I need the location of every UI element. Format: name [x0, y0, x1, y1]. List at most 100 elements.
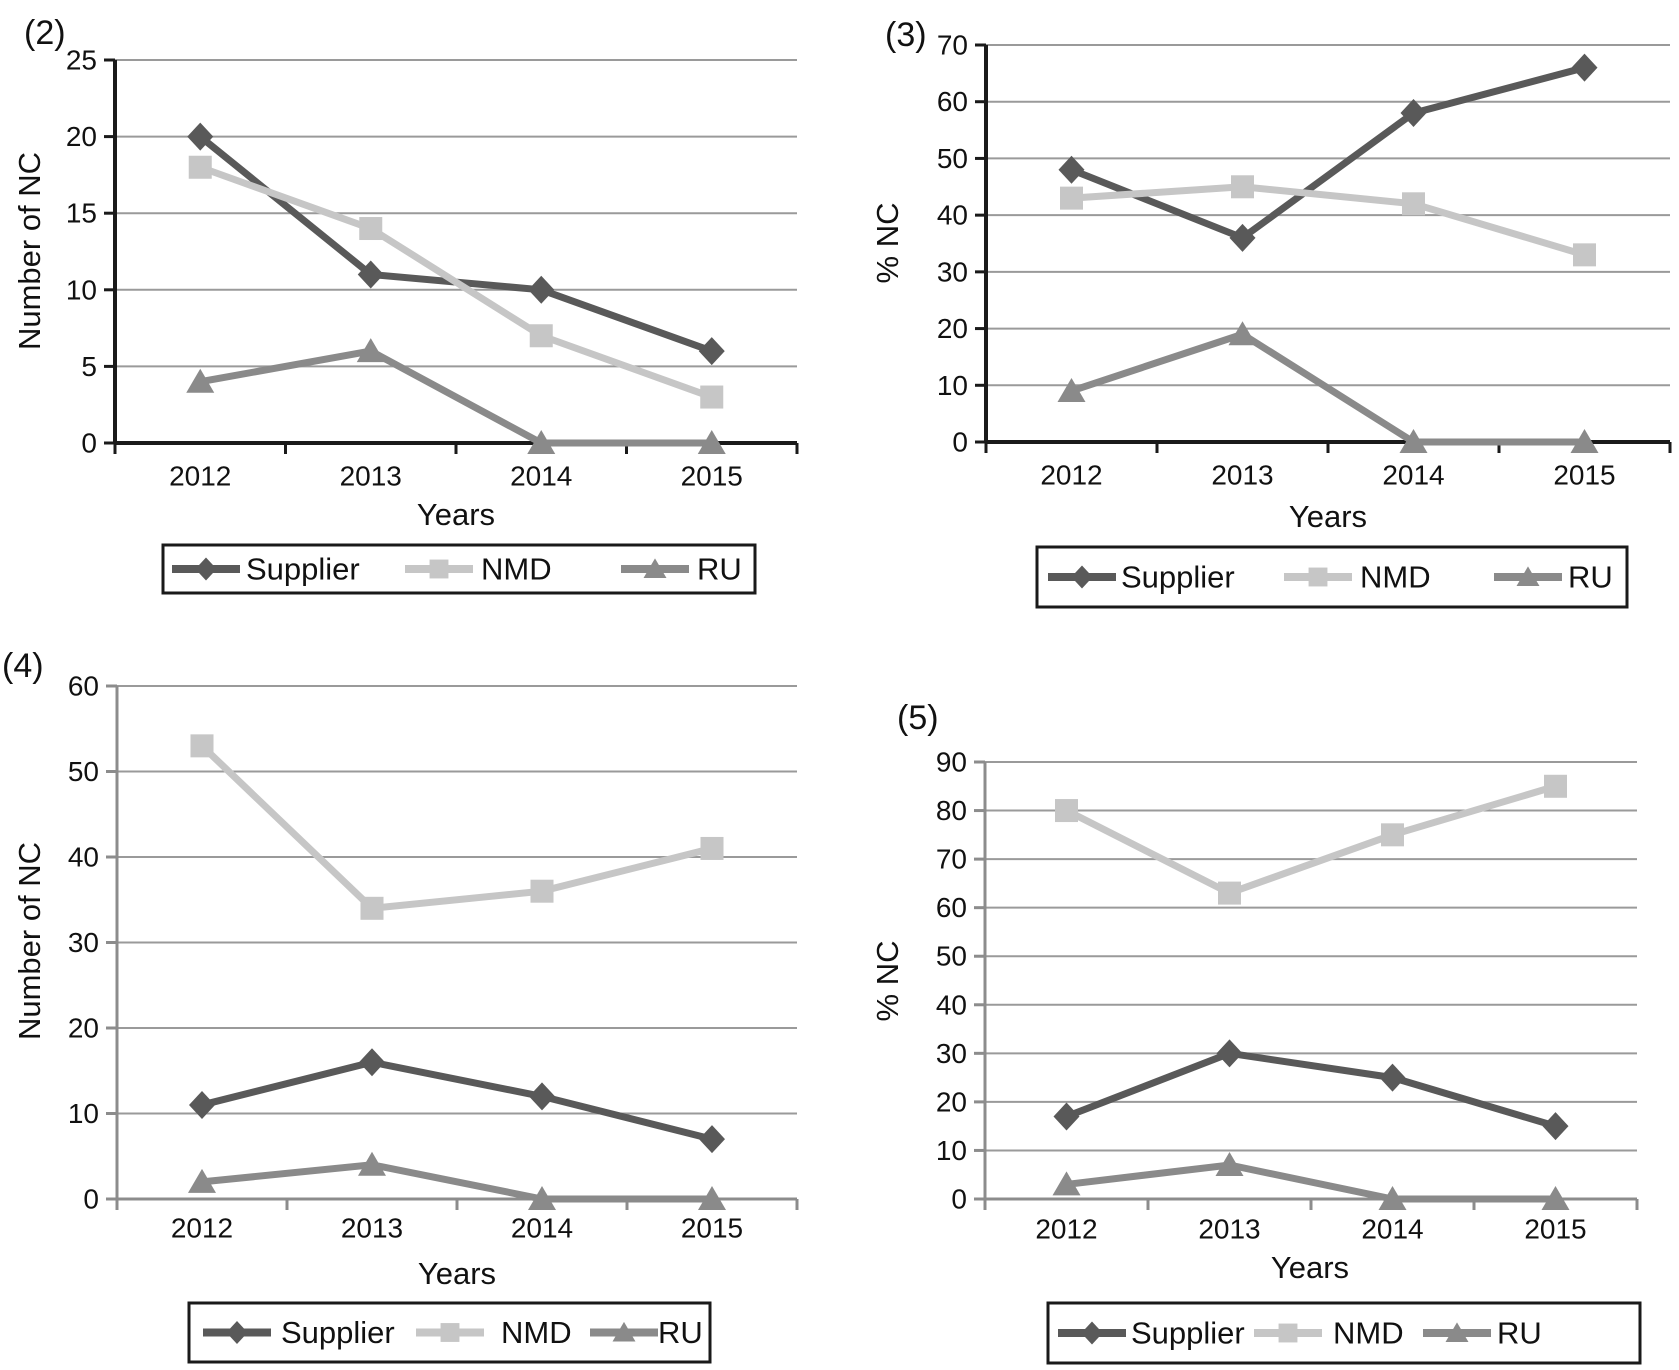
series-line-nmd [199, 743, 713, 912]
y-axis-title: % NC [870, 941, 905, 1022]
y-tick-label: 80 [936, 795, 967, 826]
y-tick-label: 0 [81, 428, 97, 459]
y-tick-label: 50 [937, 143, 968, 174]
legend-label-nmd: NMD [501, 1315, 572, 1350]
series-marker-supplier [1542, 1112, 1569, 1141]
series-marker-supplier [189, 1090, 215, 1119]
series-marker-ru [358, 1151, 386, 1176]
series-marker-supplier [698, 337, 725, 366]
y-tick-label: 60 [68, 671, 99, 702]
legend-label-ru: RU [1568, 560, 1613, 595]
x-tick-label: 2015 [1524, 1214, 1586, 1245]
series-marker-supplier [357, 260, 384, 289]
y-tick-label: 30 [936, 1038, 967, 1069]
series-marker-supplier [699, 1125, 725, 1154]
series-marker-ru [1057, 377, 1086, 402]
series-marker-nmd [188, 155, 212, 179]
series-marker-supplier [1053, 1102, 1080, 1131]
series-marker-supplier [187, 122, 214, 151]
panel-label: (5) [897, 699, 939, 737]
series-marker-supplier [1216, 1039, 1243, 1068]
series-marker-supplier [359, 1048, 385, 1077]
y-tick-label: 20 [937, 313, 968, 344]
legend-label-ru: RU [697, 552, 742, 587]
legend-box [1046, 1301, 1642, 1365]
series-marker-ru [1228, 321, 1257, 346]
y-tick-label: 10 [937, 370, 968, 401]
legend-marker-nmd [440, 1323, 460, 1342]
x-axis-title: Years [1271, 1250, 1349, 1285]
y-tick-label: 0 [951, 1184, 967, 1215]
y-tick-label: 60 [936, 892, 967, 923]
y-tick-label: 0 [83, 1184, 99, 1215]
series-marker-nmd [1055, 799, 1078, 823]
x-tick-label: 2012 [1035, 1214, 1097, 1245]
series-line-ru [201, 1161, 712, 1203]
legend-label-ru: RU [658, 1315, 703, 1350]
legend-marker-supplier [195, 557, 217, 581]
chart-panel-2: 0 5 10 15 20 25 2012 2013 2014 2015 (2) Number of N… [12, 14, 799, 595]
series-marker-supplier [1400, 99, 1427, 128]
y-tick-label: 50 [936, 941, 967, 972]
series-marker-supplier [528, 275, 555, 304]
series-line-ru [1066, 1161, 1556, 1203]
legend-marker-nmd [429, 559, 449, 579]
y-tick-label: 40 [68, 842, 99, 873]
series-line-supplier [198, 133, 713, 355]
series-marker-supplier [529, 1082, 555, 1111]
x-tick-label: 2014 [511, 1213, 573, 1244]
legend-marker-supplier [226, 1321, 248, 1344]
series-marker-nmd [1218, 881, 1241, 905]
series-marker-nmd [1231, 175, 1254, 199]
legend-marker-ru [1445, 1322, 1469, 1343]
legend-marker-nmd [1308, 567, 1328, 587]
legend-marker-supplier [1071, 565, 1093, 589]
x-tick-label: 2013 [1198, 1214, 1260, 1245]
y-tick-label: 40 [937, 200, 968, 231]
legend-marker-supplier [1081, 1321, 1103, 1345]
legend-label-ru: RU [1497, 1316, 1542, 1351]
series-marker-ru [1215, 1152, 1244, 1177]
series-marker-ru [698, 1186, 726, 1210]
series-line-ru [199, 347, 712, 447]
series-marker-nmd [1402, 192, 1425, 216]
legend-label-supplier: Supplier [1131, 1316, 1245, 1351]
legend-marker-ru [1516, 566, 1540, 587]
x-tick-label: 2013 [341, 1213, 403, 1244]
series-marker-ru [356, 338, 385, 363]
series-marker-supplier [1571, 53, 1598, 82]
y-tick-label: 0 [952, 427, 968, 458]
y-tick-label: 70 [937, 30, 968, 61]
x-tick-label: 2014 [510, 461, 572, 492]
series-marker-ru [1399, 429, 1428, 453]
y-tick-label: 60 [937, 86, 968, 117]
series-marker-ru [527, 430, 556, 454]
series-marker-supplier [1058, 155, 1085, 184]
chart-panel-3: 0 10 20 30 40 50 60 70 2012 2013 2014 2015 (3) % NC Ye… [870, 16, 1672, 609]
y-tick-label: 10 [936, 1135, 967, 1166]
series-line-nmd [199, 163, 713, 401]
series-line-nmd [1064, 782, 1557, 897]
panel-label: (4) [2, 647, 44, 685]
series-marker-nmd [1544, 774, 1567, 798]
y-tick-label: 90 [936, 747, 967, 778]
panel-label: (2) [24, 14, 66, 52]
series-marker-ru [1541, 1186, 1570, 1210]
y-tick-label: 50 [68, 756, 99, 787]
x-axis-title: Years [1289, 499, 1367, 534]
y-axis-title: Number of NC [12, 152, 47, 350]
series-marker-nmd [700, 385, 724, 409]
series-marker-nmd [1573, 243, 1596, 267]
x-tick-label: 2015 [681, 461, 743, 492]
series-marker-nmd [1381, 823, 1404, 847]
series-line-ru [1070, 330, 1585, 446]
x-tick-label: 2012 [169, 461, 231, 492]
y-tick-label: 30 [68, 927, 99, 958]
series-marker-ru [528, 1186, 556, 1210]
series-line-supplier [1065, 1049, 1557, 1130]
series-marker-nmd [529, 324, 553, 348]
chart-panel-5: 0 10 20 30 40 50 60 70 80 90 2012 2013 2014 2015 (5) % … [870, 699, 1642, 1365]
x-tick-label: 2012 [1040, 460, 1102, 491]
